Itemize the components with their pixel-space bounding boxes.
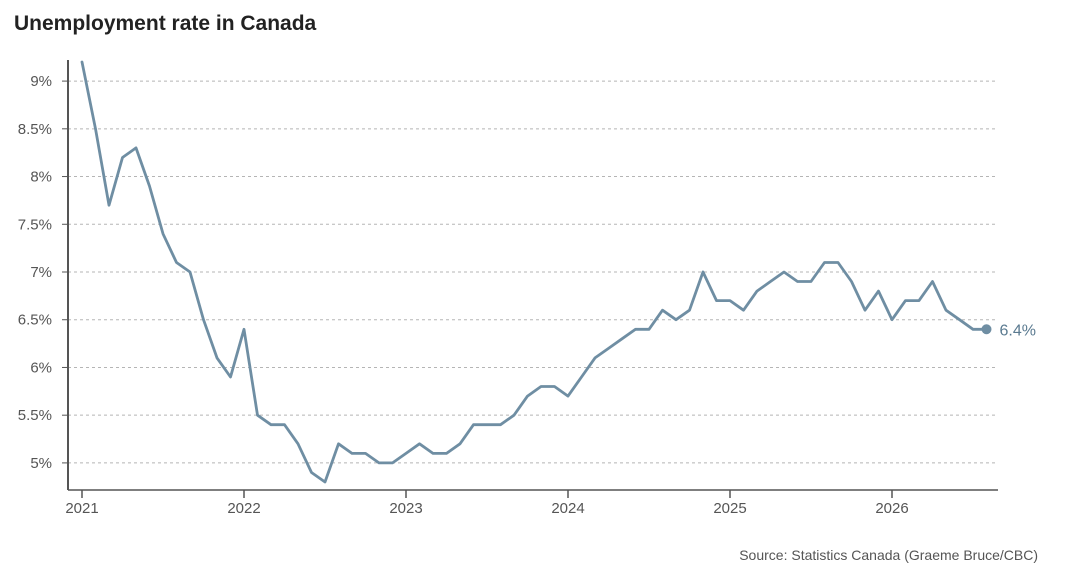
end-point-label: 6.4%	[1000, 322, 1036, 339]
y-tick-label: 9%	[30, 73, 52, 90]
x-tick-label: 2024	[551, 500, 584, 517]
y-tick-label: 5%	[30, 455, 52, 472]
y-tick-label: 7.5%	[18, 216, 52, 233]
x-tick-label: 2022	[227, 500, 260, 517]
y-tick-label: 8%	[30, 169, 52, 186]
x-tick-label: 2023	[389, 500, 422, 517]
x-tick-labels: 2021 2022 2023 2024 2025 2026	[65, 500, 908, 517]
y-tick-label: 8.5%	[18, 121, 52, 138]
end-point-marker	[981, 324, 992, 335]
series	[80, 60, 992, 484]
y-tick-label: 6%	[30, 359, 52, 376]
axes	[62, 60, 998, 498]
chart-title: Unemployment rate in Canada	[14, 12, 317, 35]
x-tick-label: 2025	[713, 500, 746, 517]
unemployment-rate-line	[80, 60, 988, 484]
y-tick-labels: 5% 5.5% 6% 6.5% 7% 7.5% 8% 8.5% 9%	[18, 73, 52, 472]
x-tick-label: 2021	[65, 500, 98, 517]
y-tick-label: 5.5%	[18, 407, 52, 424]
annotations: 6.4%	[1000, 322, 1036, 339]
y-tick-label: 6.5%	[18, 312, 52, 329]
gridlines	[68, 80, 998, 464]
source-note: Source: Statistics Canada (Graeme Bruce/…	[739, 547, 1038, 563]
x-tick-label: 2026	[875, 500, 908, 517]
y-tick-label: 7%	[30, 264, 52, 281]
